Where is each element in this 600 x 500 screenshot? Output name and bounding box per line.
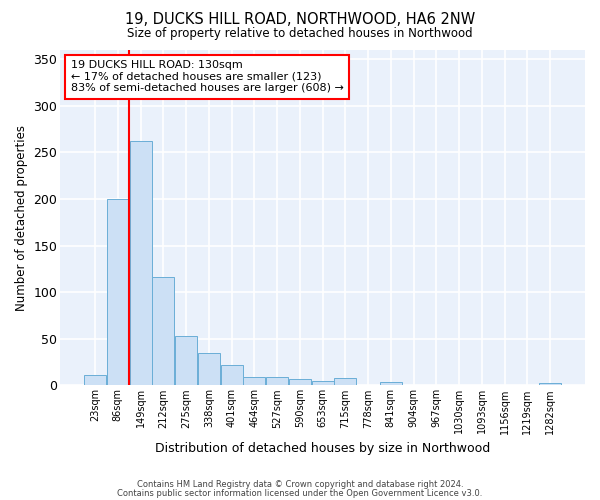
Bar [221, 365, 242, 386]
Bar [152, 278, 175, 386]
Bar [84, 375, 106, 386]
X-axis label: Distribution of detached houses by size in Northwood: Distribution of detached houses by size … [155, 442, 490, 455]
Text: 19, DUCKS HILL ROAD, NORTHWOOD, HA6 2NW: 19, DUCKS HILL ROAD, NORTHWOOD, HA6 2NW [125, 12, 475, 28]
Bar [311, 380, 334, 386]
Text: Contains public sector information licensed under the Open Government Licence v3: Contains public sector information licen… [118, 488, 482, 498]
Bar [289, 379, 311, 386]
Bar [175, 336, 197, 386]
Bar [198, 353, 220, 386]
Bar [539, 382, 561, 386]
Bar [107, 199, 129, 386]
Text: Size of property relative to detached houses in Northwood: Size of property relative to detached ho… [127, 28, 473, 40]
Bar [334, 378, 356, 386]
Bar [266, 377, 288, 386]
Text: 19 DUCKS HILL ROAD: 130sqm
← 17% of detached houses are smaller (123)
83% of sem: 19 DUCKS HILL ROAD: 130sqm ← 17% of deta… [71, 60, 344, 94]
Bar [130, 142, 152, 386]
Text: Contains HM Land Registry data © Crown copyright and database right 2024.: Contains HM Land Registry data © Crown c… [137, 480, 463, 489]
Bar [244, 377, 265, 386]
Y-axis label: Number of detached properties: Number of detached properties [15, 124, 28, 310]
Bar [380, 382, 402, 386]
